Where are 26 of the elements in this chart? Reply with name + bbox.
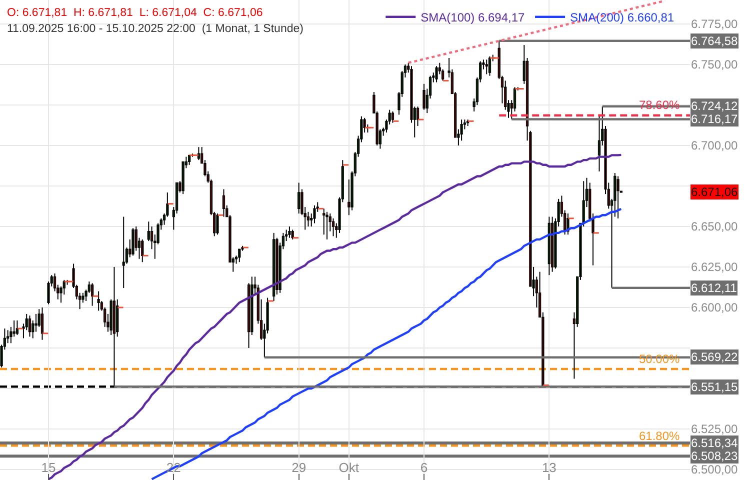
- x-tick-label: Okt: [338, 460, 360, 475]
- y-tick-label: 6.775,00: [691, 17, 738, 32]
- data-label: 6.569,22: [691, 350, 738, 364]
- data-label: 6.551,15: [691, 380, 738, 394]
- data-label: 6.612,11: [691, 281, 738, 295]
- y-tick-label: 6.625,00: [691, 260, 738, 274]
- y-tick-label: 6.600,00: [691, 300, 738, 315]
- y-tick-label: 6.750,00: [691, 58, 738, 72]
- y-tick-label: 6.650,00: [691, 220, 738, 234]
- x-tick-label: 13: [542, 460, 556, 475]
- y-tick-label: 6.525,00: [691, 422, 738, 436]
- data-label: 6.716,17: [691, 112, 738, 126]
- annotation: O: 6.671,81 H: 6.671,81 L: 6.671,04 C: 6.671,06: [7, 7, 263, 19]
- x-tick-label: 29: [292, 460, 306, 475]
- data-label: 6.724,12: [691, 99, 738, 113]
- ref-line-label: 6.516,34: [691, 436, 738, 450]
- annotation: 61.80%: [639, 429, 680, 443]
- legend-label: SMA(100) 6.694,17: [420, 10, 526, 25]
- ref-line-label: 6.508,23: [691, 449, 738, 463]
- data-label: 6.764,58: [691, 34, 738, 48]
- x-tick-label: 15: [41, 460, 56, 475]
- x-tick-label: 6: [420, 460, 428, 475]
- y-tick-label: 6.700,00: [691, 138, 738, 153]
- annotation: 11.09.2025 16:00 - 15.10.2025 22:00 (1 Monat, 1 Stunde): [7, 23, 304, 35]
- y-tick-label: 6.500,00: [691, 462, 738, 477]
- text: 6.671,06: [691, 185, 738, 199]
